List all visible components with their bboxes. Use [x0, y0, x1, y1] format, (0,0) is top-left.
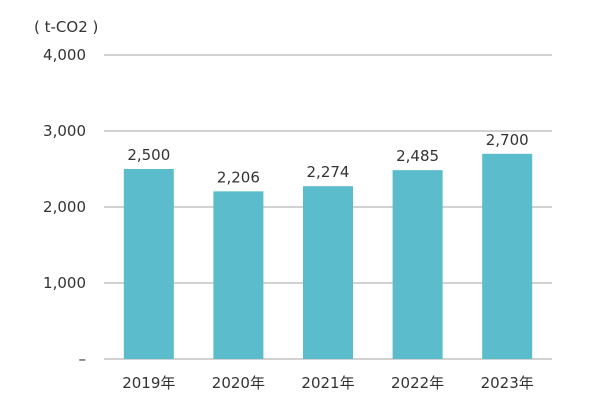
data-label: 2,485 — [396, 147, 439, 165]
y-tick-label: 4,000 — [43, 46, 86, 64]
data-label: 2,274 — [307, 163, 350, 181]
x-tick-label: 2023年 — [481, 374, 534, 392]
bar — [123, 169, 174, 359]
bar-layer — [123, 153, 533, 359]
label-layer: – 1,000 2,000 3,000 4,000 2,500 2019年 2,206 2020… — [43, 46, 534, 392]
bar — [303, 186, 353, 359]
y-tick-label: – — [79, 350, 87, 368]
data-label: 2,700 — [486, 131, 529, 149]
y-tick-label: 1,000 — [43, 274, 86, 292]
x-tick-label: 2019年 — [122, 374, 175, 392]
data-label: 2,500 — [127, 146, 170, 164]
x-tick-label: 2022年 — [391, 374, 444, 392]
unit-label: ( t-CO2 ) — [34, 18, 98, 36]
x-tick-label: 2020年 — [212, 374, 265, 392]
data-label: 2,206 — [217, 168, 260, 186]
bar — [482, 153, 533, 359]
bar — [213, 191, 264, 359]
bar — [392, 170, 443, 359]
y-tick-label: 3,000 — [43, 122, 86, 140]
y-tick-label: 2,000 — [43, 198, 86, 216]
x-tick-label: 2021年 — [301, 374, 354, 392]
